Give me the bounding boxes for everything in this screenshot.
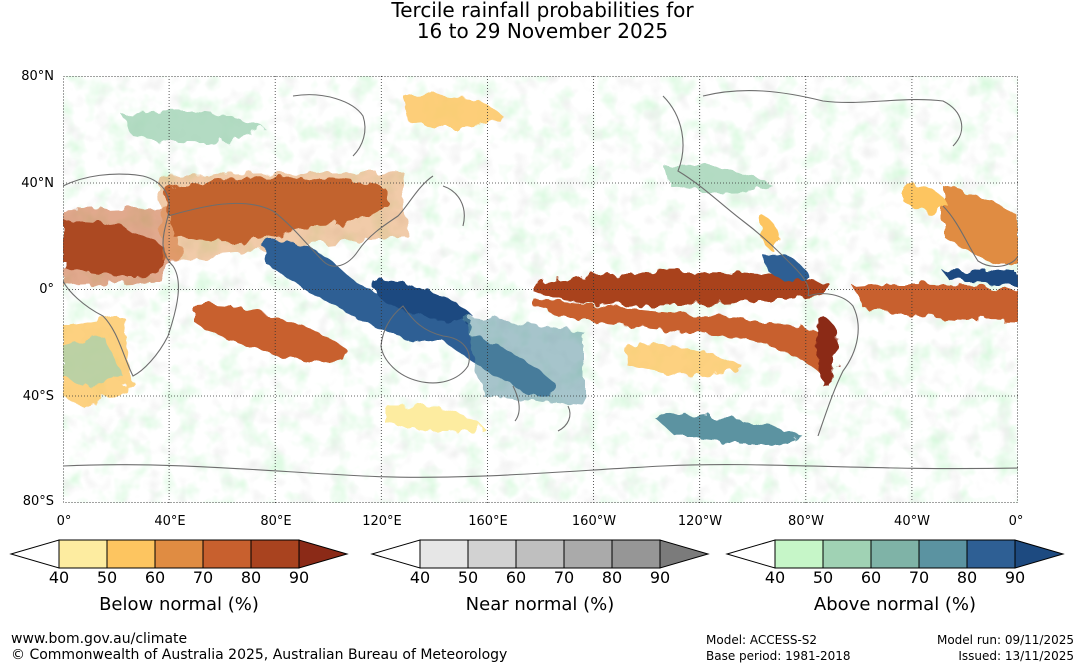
lon-tick-160e: 160°E xyxy=(468,514,508,529)
lon-tick-160w: 160°W xyxy=(571,514,617,529)
below-normal-colorbar-segment xyxy=(202,539,252,569)
above-normal-colorbar-segment xyxy=(870,539,920,569)
below-normal-colorbar-segment xyxy=(250,539,300,569)
lat-tick-40n: 40°N xyxy=(21,176,54,191)
model-run-date: Model run: 09/11/2025 xyxy=(936,633,1074,647)
above-normal-colorbar-max-arrow xyxy=(1014,539,1065,569)
lon-tick-0-right: 0° xyxy=(1008,514,1024,529)
lon-tick-80e: 80°E xyxy=(260,514,292,529)
above-normal-colorbar-segment xyxy=(966,539,1016,569)
above-normal-colorbar-segment xyxy=(774,539,824,569)
near-tick-50: 50 xyxy=(457,568,479,587)
lat-tick-40s: 40°S xyxy=(22,389,54,404)
near-normal-colorbar-min-arrow xyxy=(370,539,421,569)
near-tick-80: 80 xyxy=(601,568,623,587)
below-normal-label: Below normal (%) xyxy=(99,594,259,615)
below-normal-colorbar-max-arrow xyxy=(298,539,349,569)
coastlines xyxy=(63,90,1018,478)
website-link[interactable]: www.bom.gov.au/climate xyxy=(11,631,188,647)
below-tick-40: 40 xyxy=(48,568,70,587)
near-tick-90: 90 xyxy=(649,568,671,587)
above-normal-label: Above normal (%) xyxy=(813,594,977,615)
lon-tick-120e: 120°E xyxy=(362,514,402,529)
map-title-line1: Tercile rainfall probabilities for xyxy=(391,0,694,22)
model-name: Model: ACCESS-S2 xyxy=(706,633,818,647)
below-normal-colorbar-segment xyxy=(106,539,156,569)
near-normal-label: Near normal (%) xyxy=(465,594,615,615)
near-normal-colorbar-segment xyxy=(611,539,661,569)
rainfall-probability-map xyxy=(63,76,1018,503)
issued-date: Issued: 13/11/2025 xyxy=(958,649,1074,663)
below-tick-50: 50 xyxy=(96,568,118,587)
above-normal-regions xyxy=(63,110,1018,443)
below-tick-70: 70 xyxy=(192,568,214,587)
map-title-line2: 16 to 29 November 2025 xyxy=(416,19,669,43)
above-normal-colorbar-min-arrow xyxy=(725,539,776,569)
below-tick-90: 90 xyxy=(288,568,310,587)
near-normal-colorbar-segment xyxy=(563,539,613,569)
near-tick-40: 40 xyxy=(409,568,431,587)
lon-tick-120w: 120°W xyxy=(677,514,723,529)
above-tick-40: 40 xyxy=(764,568,786,587)
near-normal-colorbar-segment xyxy=(515,539,565,569)
near-tick-60: 60 xyxy=(505,568,527,587)
lat-tick-80s: 80°S xyxy=(22,494,54,509)
copyright-text: © Commonwealth of Australia 2025, Austra… xyxy=(11,647,508,663)
below-normal-colorbar-segment xyxy=(58,539,108,569)
above-tick-80: 80 xyxy=(956,568,978,587)
near-normal-colorbar-max-arrow xyxy=(659,539,710,569)
below-normal-colorbar-min-arrow xyxy=(9,539,60,569)
lon-tick-40e: 40°E xyxy=(154,514,186,529)
lon-tick-0-left: 0° xyxy=(56,514,72,529)
above-tick-70: 70 xyxy=(908,568,930,587)
above-tick-90: 90 xyxy=(1004,568,1026,587)
below-tick-80: 80 xyxy=(240,568,262,587)
colorbar-legends xyxy=(9,539,1065,569)
near-normal-colorbar-segment xyxy=(419,539,469,569)
below-tick-60: 60 xyxy=(144,568,166,587)
above-tick-60: 60 xyxy=(860,568,882,587)
above-normal-colorbar-segment xyxy=(822,539,872,569)
lon-tick-40w: 40°W xyxy=(894,514,930,529)
lat-tick-80n: 80°N xyxy=(21,69,54,84)
above-normal-colorbar-segment xyxy=(918,539,968,569)
near-normal-colorbar-segment xyxy=(467,539,517,569)
base-period: Base period: 1981-2018 xyxy=(706,649,851,663)
graticule xyxy=(63,76,1018,503)
lat-tick-0: 0° xyxy=(39,282,54,297)
below-normal-colorbar-segment xyxy=(154,539,204,569)
below-normal-regions xyxy=(63,94,1018,432)
lon-tick-80w: 80°W xyxy=(788,514,824,529)
above-tick-50: 50 xyxy=(812,568,834,587)
near-tick-70: 70 xyxy=(553,568,575,587)
